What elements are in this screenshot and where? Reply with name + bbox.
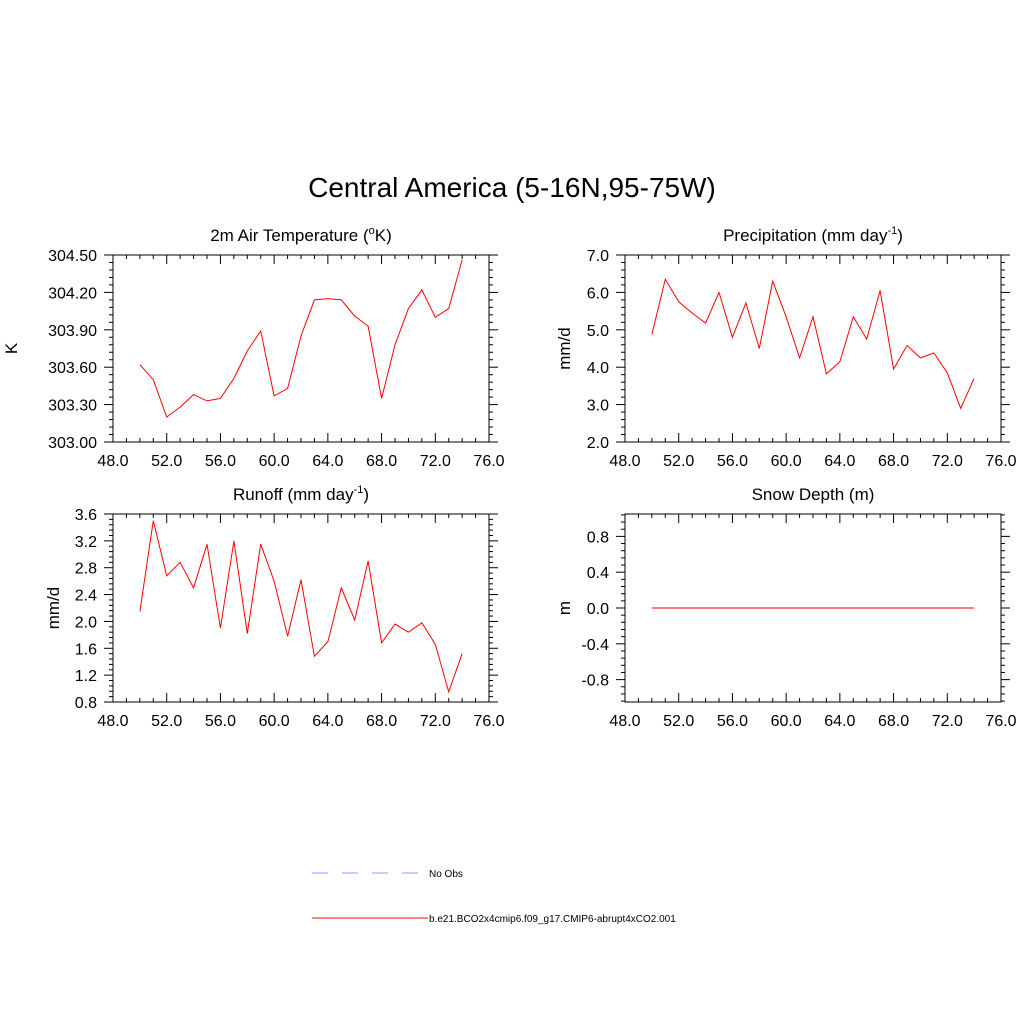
x-tick-label: 48.0 bbox=[97, 713, 128, 730]
x-tick-label: 52.0 bbox=[151, 453, 182, 470]
x-tick-label: 64.0 bbox=[824, 713, 855, 730]
x-tick-label: 60.0 bbox=[771, 713, 802, 730]
y-axis-label: K bbox=[2, 342, 21, 354]
y-tick-label: 2.0 bbox=[75, 614, 97, 631]
chart-panel-3: 48.0 52.0 56.0 60.0 64.0 68.0 72.0 76.0 0.8 1.2 1.… bbox=[44, 484, 505, 730]
y-tick-label: 0.0 bbox=[587, 601, 609, 618]
x-tick-label: 56.0 bbox=[717, 453, 748, 470]
panel-title: Snow Depth (m) bbox=[752, 485, 875, 504]
panel-title-superscript: o bbox=[369, 225, 375, 237]
legend-obs-label: No Obs bbox=[429, 869, 463, 880]
y-tick-label: 3.6 bbox=[75, 507, 97, 524]
x-tick-label: 52.0 bbox=[663, 453, 694, 470]
y-tick-label: 303.60 bbox=[48, 360, 97, 377]
y-tick-label: 3.0 bbox=[587, 398, 609, 415]
x-tick-label: 56.0 bbox=[717, 713, 748, 730]
x-tick-label: 52.0 bbox=[663, 713, 694, 730]
y-tick-label: 0.4 bbox=[587, 565, 609, 582]
y-tick-label: 303.30 bbox=[48, 398, 97, 415]
x-tick-label: 72.0 bbox=[420, 453, 451, 470]
y-tick-label: 6.0 bbox=[587, 285, 609, 302]
x-tick-label: 68.0 bbox=[878, 453, 909, 470]
y-tick-label: 3.2 bbox=[75, 534, 97, 551]
x-tick-label: 68.0 bbox=[366, 713, 397, 730]
series-line bbox=[651, 277, 975, 410]
y-tick-label: 5.0 bbox=[587, 323, 609, 340]
x-tick-label: 72.0 bbox=[420, 713, 451, 730]
y-tick-label: 1.2 bbox=[75, 668, 97, 685]
panel-title-suffix: ) bbox=[897, 226, 903, 245]
panel-title: 2m Air Temperature (oK) bbox=[210, 225, 392, 245]
x-tick-label: 76.0 bbox=[473, 713, 504, 730]
y-axis-label: mm/d bbox=[555, 327, 574, 370]
x-tick-label: 60.0 bbox=[771, 453, 802, 470]
y-tick-label: 303.00 bbox=[48, 435, 97, 452]
y-tick-label: 7.0 bbox=[587, 248, 609, 265]
x-tick-label: 64.0 bbox=[312, 453, 343, 470]
y-tick-label: 2.4 bbox=[75, 588, 97, 605]
x-tick-label: 56.0 bbox=[205, 453, 236, 470]
y-tick-label: 2.8 bbox=[75, 561, 97, 578]
x-tick-label: 60.0 bbox=[259, 453, 290, 470]
panel-title: Runoff (mm day-1) bbox=[233, 484, 369, 504]
y-tick-label: -0.8 bbox=[581, 673, 609, 690]
y-tick-label: 2.0 bbox=[587, 435, 609, 452]
x-tick-label: 64.0 bbox=[312, 713, 343, 730]
figure-title: Central America (5-16N,95-75W) bbox=[308, 172, 716, 203]
y-tick-label: 4.0 bbox=[587, 360, 609, 377]
panel-title-text: 2m Air Temperature ( bbox=[210, 226, 369, 245]
x-tick-label: 68.0 bbox=[878, 713, 909, 730]
y-tick-label: 1.6 bbox=[75, 641, 97, 658]
y-tick-label: 0.8 bbox=[587, 529, 609, 546]
chart-panel-1: 48.0 52.0 56.0 60.0 64.0 68.0 72.0 76.0 303.00 30… bbox=[2, 225, 505, 470]
y-tick-label: 304.20 bbox=[48, 285, 97, 302]
legend: No Obs b.e21.BCO2x4cmip6.f09_g17.CMIP6-a… bbox=[312, 869, 676, 925]
panel-title-text: Precipitation (mm day bbox=[723, 226, 888, 245]
x-tick-label: 68.0 bbox=[366, 453, 397, 470]
x-tick-label: 72.0 bbox=[932, 713, 963, 730]
x-tick-label: 56.0 bbox=[205, 713, 236, 730]
x-tick-label: 76.0 bbox=[473, 453, 504, 470]
y-tick-label: 0.8 bbox=[75, 695, 97, 712]
x-tick-label: 76.0 bbox=[985, 713, 1016, 730]
panel-title-superscript: -1 bbox=[887, 225, 897, 237]
series-line bbox=[139, 259, 463, 418]
x-tick-label: 52.0 bbox=[151, 713, 182, 730]
y-tick-label: 304.50 bbox=[48, 248, 97, 265]
panel-title-text: Runoff (mm day bbox=[233, 485, 354, 504]
plot-frame bbox=[112, 513, 490, 703]
panel-title-suffix: ) bbox=[363, 485, 369, 504]
chart-panels: 48.0 52.0 56.0 60.0 64.0 68.0 72.0 76.0 303.00 30… bbox=[2, 225, 1017, 730]
x-tick-label: 76.0 bbox=[985, 453, 1016, 470]
legend-model-label: b.e21.BCO2x4cmip6.f09_g17.CMIP6-abrupt4x… bbox=[429, 914, 676, 925]
panel-title-text: Snow Depth (m) bbox=[752, 485, 875, 504]
panel-title-superscript: -1 bbox=[354, 484, 364, 496]
x-tick-label: 48.0 bbox=[609, 713, 640, 730]
panel-title: Precipitation (mm day-1) bbox=[723, 225, 903, 245]
x-tick-label: 60.0 bbox=[259, 713, 290, 730]
chart-panel-4: 48.0 52.0 56.0 60.0 64.0 68.0 72.0 76.0 -0.8 -0.4… bbox=[555, 485, 1017, 730]
y-axis-label: m bbox=[555, 601, 574, 615]
series-line bbox=[139, 520, 463, 694]
y-axis-label: mm/d bbox=[44, 587, 63, 630]
x-tick-label: 48.0 bbox=[97, 453, 128, 470]
chart-panel-2: 48.0 52.0 56.0 60.0 64.0 68.0 72.0 76.0 2.0 3.0 4.… bbox=[555, 225, 1017, 470]
x-tick-label: 72.0 bbox=[932, 453, 963, 470]
y-tick-label: -0.4 bbox=[581, 637, 609, 654]
x-tick-label: 48.0 bbox=[609, 453, 640, 470]
plot-frame bbox=[112, 254, 490, 443]
panel-title-suffix: K) bbox=[375, 226, 392, 245]
plot-frame bbox=[624, 254, 1002, 443]
y-tick-label: 303.90 bbox=[48, 323, 97, 340]
x-tick-label: 64.0 bbox=[824, 453, 855, 470]
